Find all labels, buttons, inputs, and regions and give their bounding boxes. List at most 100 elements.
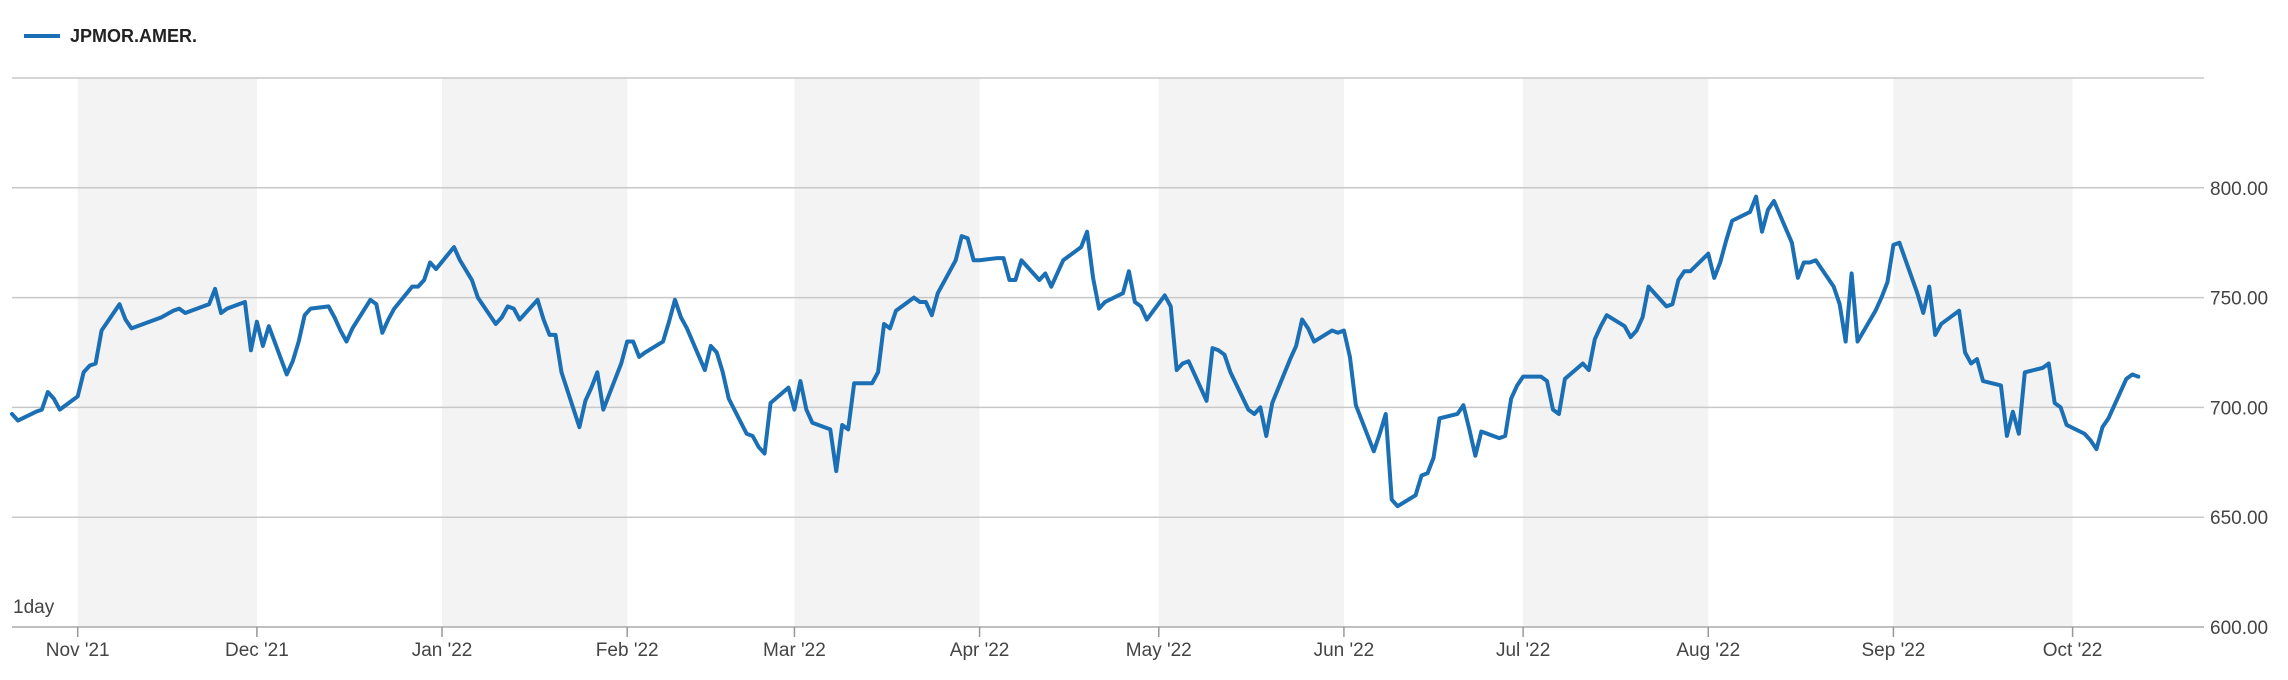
data-point[interactable] <box>451 244 457 250</box>
data-point[interactable] <box>1538 374 1544 380</box>
data-point[interactable] <box>708 343 714 349</box>
data-point[interactable] <box>493 321 499 327</box>
data-point[interactable] <box>809 420 815 426</box>
data-point[interactable] <box>1831 284 1837 290</box>
data-point[interactable] <box>1687 268 1693 274</box>
data-point[interactable] <box>576 424 582 430</box>
data-point[interactable] <box>1729 218 1735 224</box>
data-point[interactable] <box>1873 308 1879 314</box>
data-point[interactable] <box>1622 323 1628 329</box>
data-point[interactable] <box>326 303 332 309</box>
data-point[interactable] <box>158 314 164 320</box>
data-point[interactable] <box>1849 270 1855 276</box>
data-point[interactable] <box>1759 229 1765 235</box>
series-line[interactable] <box>10 194 2141 509</box>
data-point[interactable] <box>1329 328 1335 334</box>
data-point[interactable] <box>1807 259 1813 265</box>
data-point[interactable] <box>2123 376 2129 382</box>
data-point[interactable] <box>427 259 433 265</box>
data-point[interactable] <box>1580 360 1586 366</box>
data-point[interactable] <box>1813 257 1819 263</box>
data-point[interactable] <box>2052 400 2058 406</box>
data-point[interactable] <box>756 444 762 450</box>
data-point[interactable] <box>499 314 505 320</box>
data-point[interactable] <box>1090 275 1096 281</box>
data-point[interactable] <box>2099 424 2105 430</box>
data-point[interactable] <box>1371 448 1377 454</box>
data-point[interactable] <box>839 422 845 428</box>
data-point[interactable] <box>1054 270 1060 276</box>
data-point[interactable] <box>1132 299 1138 305</box>
data-point[interactable] <box>33 409 39 415</box>
data-point[interactable] <box>762 451 768 457</box>
data-point[interactable] <box>1263 433 1269 439</box>
data-point[interactable] <box>1120 290 1126 296</box>
data-point[interactable] <box>1341 328 1347 334</box>
data-point[interactable] <box>2058 404 2064 410</box>
data-point[interactable] <box>248 347 254 353</box>
data-point[interactable] <box>684 325 690 331</box>
data-point[interactable] <box>600 407 606 413</box>
data-point[interactable] <box>1472 453 1478 459</box>
data-point[interactable] <box>379 330 385 336</box>
data-point[interactable] <box>935 290 941 296</box>
data-point[interactable] <box>553 332 559 338</box>
data-point[interactable] <box>1036 277 1042 283</box>
data-point[interactable] <box>1227 369 1233 375</box>
data-point[interactable] <box>1496 435 1502 441</box>
data-point[interactable] <box>1968 360 1974 366</box>
data-point[interactable] <box>284 371 290 377</box>
data-point[interactable] <box>367 297 373 303</box>
data-point[interactable] <box>1126 268 1132 274</box>
data-point[interactable] <box>1460 402 1466 408</box>
data-point[interactable] <box>75 393 81 399</box>
data-point[interactable] <box>1287 356 1293 362</box>
data-point[interactable] <box>1305 325 1311 331</box>
data-point[interactable] <box>39 407 45 413</box>
data-point[interactable] <box>1419 472 1425 478</box>
data-point[interactable] <box>117 301 123 307</box>
data-point[interactable] <box>845 426 851 432</box>
data-point[interactable] <box>881 321 887 327</box>
data-point[interactable] <box>176 306 182 312</box>
data-point[interactable] <box>642 350 648 356</box>
data-point[interactable] <box>415 284 421 290</box>
data-point[interactable] <box>1717 259 1723 265</box>
data-point[interactable] <box>1162 292 1168 298</box>
data-point[interactable] <box>1000 255 1006 261</box>
data-point[interactable] <box>81 369 87 375</box>
data-point[interactable] <box>1640 314 1646 320</box>
data-point[interactable] <box>409 284 415 290</box>
data-point[interactable] <box>2010 409 2016 415</box>
data-point[interactable] <box>1096 306 1102 312</box>
data-point[interactable] <box>1801 259 1807 265</box>
data-point[interactable] <box>433 266 439 272</box>
data-point[interactable] <box>1562 376 1568 382</box>
data-point[interactable] <box>797 378 803 384</box>
data-point[interactable] <box>469 277 475 283</box>
data-point[interactable] <box>296 339 302 345</box>
data-point[interactable] <box>1502 433 1508 439</box>
data-point[interactable] <box>1646 284 1652 290</box>
data-point[interactable] <box>1102 299 1108 305</box>
data-point[interactable] <box>768 400 774 406</box>
data-point[interactable] <box>1210 345 1216 351</box>
data-point[interactable] <box>1711 275 1717 281</box>
data-point[interactable] <box>1048 284 1054 290</box>
data-point[interactable] <box>421 277 427 283</box>
data-point[interactable] <box>1293 343 1299 349</box>
data-point[interactable] <box>726 396 732 402</box>
data-point[interactable] <box>2129 371 2135 377</box>
data-point[interactable] <box>9 411 15 417</box>
data-point[interactable] <box>343 339 349 345</box>
data-point[interactable] <box>803 407 809 413</box>
data-point[interactable] <box>1598 323 1604 329</box>
data-point[interactable] <box>1669 301 1675 307</box>
data-point[interactable] <box>1998 382 2004 388</box>
data-point[interactable] <box>1018 257 1024 263</box>
data-point[interactable] <box>1245 407 1251 413</box>
data-point[interactable] <box>1478 429 1484 435</box>
data-point[interactable] <box>349 325 355 331</box>
data-point[interactable] <box>2088 437 2094 443</box>
data-point[interactable] <box>332 314 338 320</box>
